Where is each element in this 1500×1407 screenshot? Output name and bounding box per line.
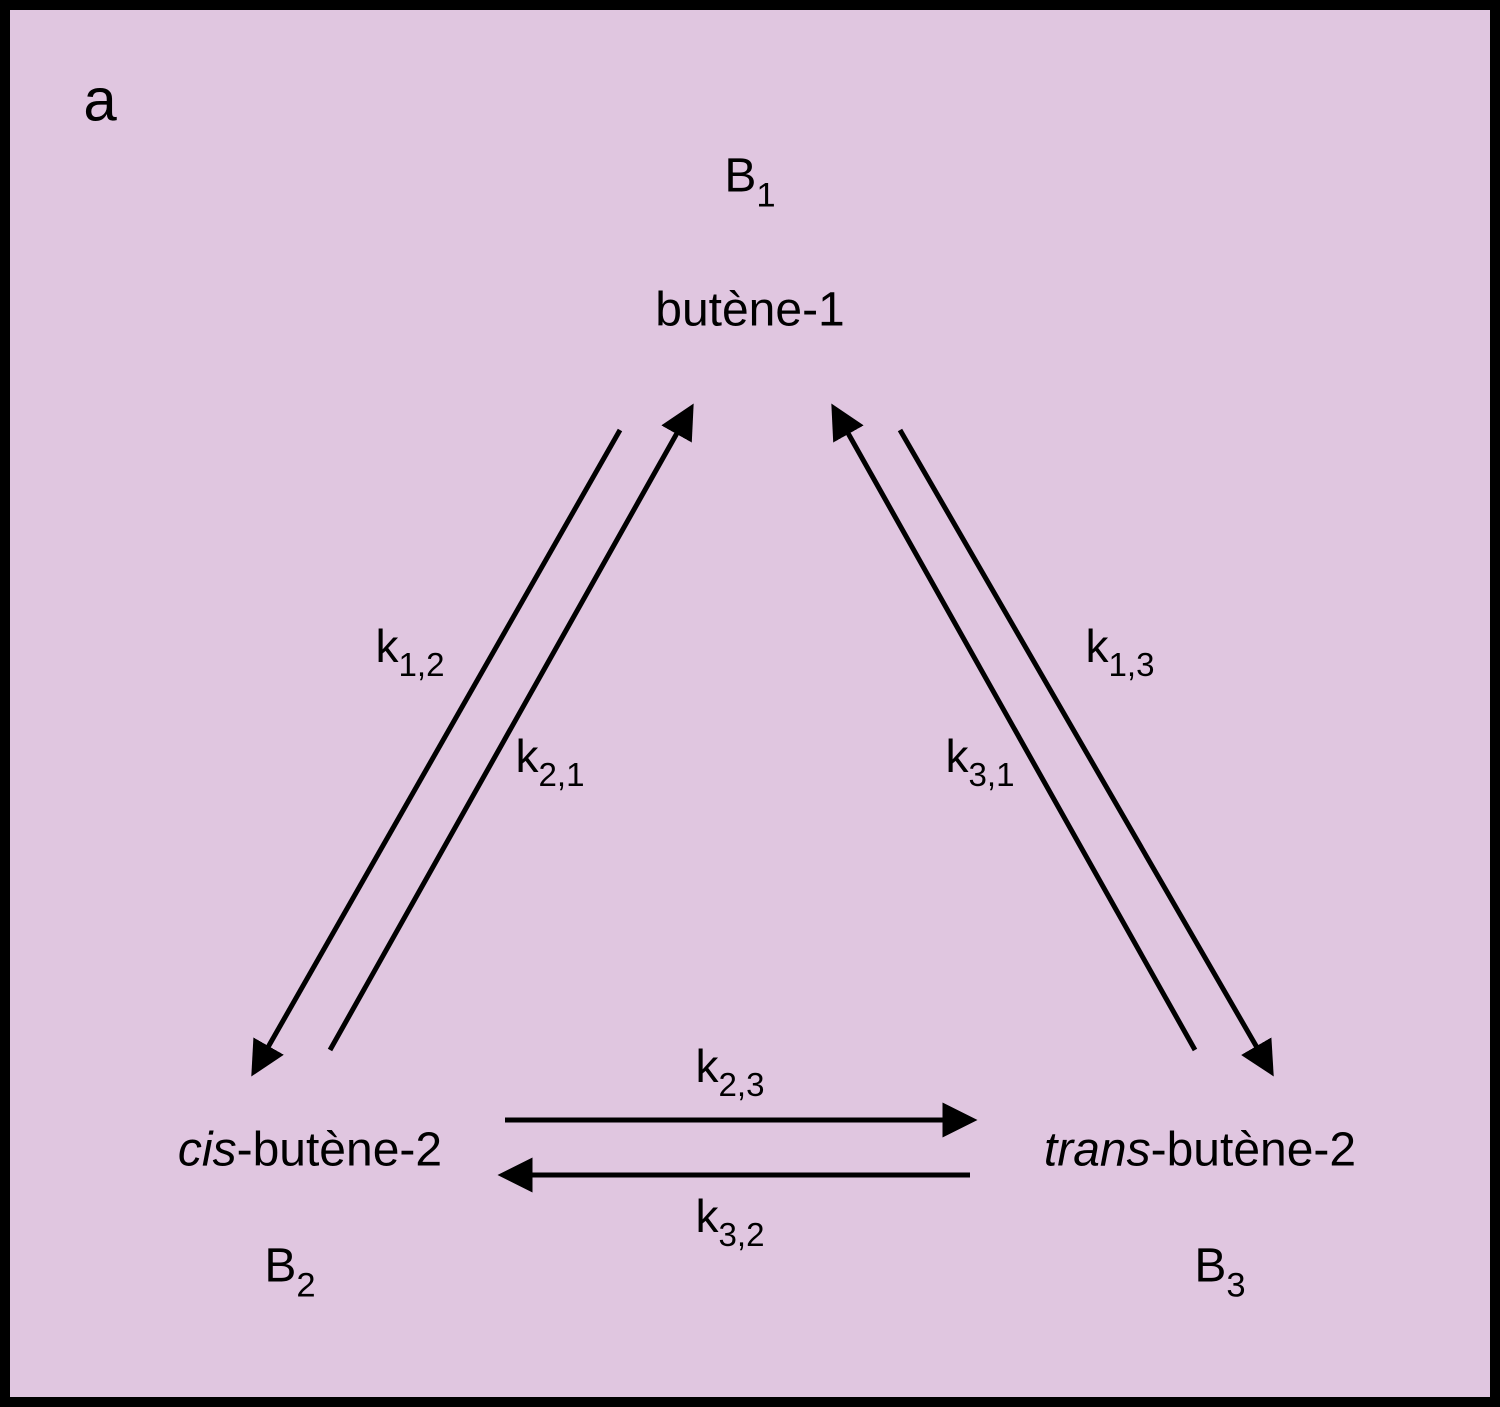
node-b2-name: cis-butène-2 [178, 1123, 442, 1178]
node-b1-name: butène-1 [655, 283, 845, 338]
rate-k23-sub: 2,3 [718, 1067, 764, 1104]
diagram-canvas: a B1 butène-1 B2 cis-butène-2 B3 trans-b… [0, 0, 1500, 1407]
node-b2-name-prefix: cis [178, 1124, 237, 1177]
arrow-a21_up [330, 410, 690, 1050]
node-b1-name-text: butène-1 [655, 284, 845, 337]
node-b2-symbol: B2 [264, 1239, 315, 1302]
node-b1-symbol-main: B [724, 150, 756, 203]
node-b3-symbol-main: B [1194, 1240, 1226, 1293]
rate-k32-sub: 3,2 [718, 1217, 764, 1254]
rate-k21: k2,1 [515, 729, 584, 791]
rate-k32: k3,2 [695, 1189, 764, 1251]
panel-label: a [83, 66, 116, 135]
node-b3-symbol-sub: 3 [1226, 1266, 1245, 1304]
rate-k12-main: k [375, 620, 398, 672]
node-b3-name: trans-butène-2 [1044, 1123, 1356, 1178]
rate-k12-sub: 1,2 [398, 647, 444, 684]
node-b2-symbol-sub: 2 [296, 1266, 315, 1304]
rate-k21-main: k [515, 730, 538, 782]
rate-k13: k1,3 [1085, 619, 1154, 681]
rate-k12: k1,2 [375, 619, 444, 681]
arrow-a31_up [835, 410, 1195, 1050]
rate-k32-main: k [695, 1190, 718, 1242]
node-b1-symbol-sub: 1 [756, 176, 775, 214]
rate-k13-sub: 1,3 [1108, 647, 1154, 684]
rate-k31-sub: 3,1 [968, 757, 1014, 794]
rate-k13-main: k [1085, 620, 1108, 672]
node-b2-symbol-main: B [264, 1240, 296, 1293]
rate-k23-main: k [695, 1040, 718, 1092]
rate-k23: k2,3 [695, 1039, 764, 1101]
node-b3-name-prefix: trans [1044, 1124, 1151, 1177]
node-b1-symbol: B1 [724, 149, 775, 212]
rate-k31-main: k [945, 730, 968, 782]
rate-k31: k3,1 [945, 729, 1014, 791]
rate-k21-sub: 2,1 [538, 757, 584, 794]
node-b2-name-text: -butène-2 [237, 1124, 442, 1177]
node-b3-symbol: B3 [1194, 1239, 1245, 1302]
node-b3-name-text: -butène-2 [1151, 1124, 1356, 1177]
